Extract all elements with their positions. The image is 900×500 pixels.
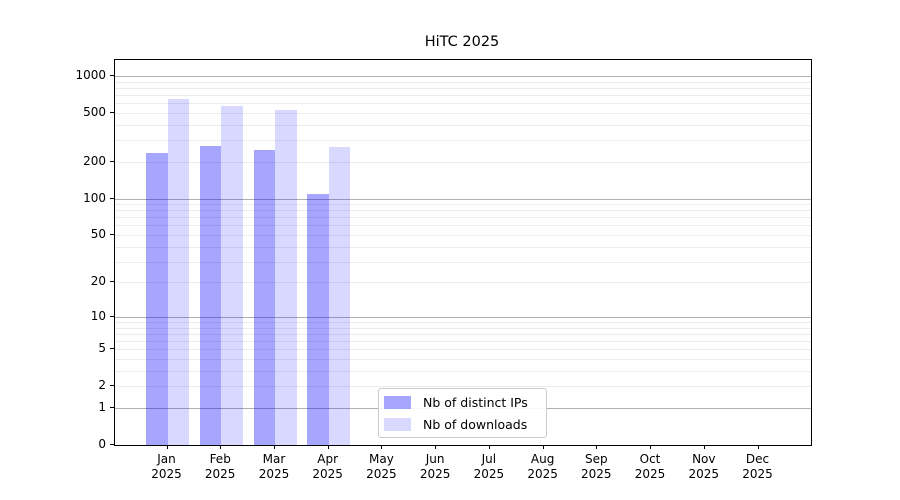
y-tick-mark-0 (110, 444, 114, 445)
legend-swatch-distinct-ips-icon (384, 396, 411, 409)
y-tick-mark-5 (110, 348, 114, 350)
legend-item-downloads: Nb of downloads (384, 417, 538, 432)
gridline-minor-20 (115, 282, 811, 284)
y-tick-mark-500 (110, 111, 114, 113)
bar-distinct-ips-mar (253, 149, 275, 445)
x-tick-mark-feb (220, 445, 222, 449)
gridline-minor-5 (115, 349, 811, 351)
bar-downloads-apr (328, 147, 351, 445)
gridline-minor-900 (115, 81, 811, 83)
legend-swatch-downloads-icon (384, 418, 411, 431)
gridline-minor-700 (115, 95, 811, 96)
y-tick-mark-1000 (110, 74, 114, 76)
x-tick-label-oct: Oct 2025 (634, 452, 666, 481)
x-tick-label-aug: Aug 2025 (527, 452, 558, 481)
gridline-minor-6 (115, 341, 811, 343)
gridline-minor-500 (115, 112, 811, 114)
bar-distinct-ips-feb (199, 146, 222, 445)
gridline-minor-600 (115, 103, 811, 105)
gridline-minor-90 (115, 204, 811, 205)
gridline-minor-9 (115, 322, 811, 323)
x-tick-mark-jul (488, 445, 490, 449)
gridline-minor-50 (115, 235, 811, 236)
gridline-minor-30 (115, 261, 811, 263)
x-tick-mark-jan (166, 445, 168, 449)
gridline-minor-800 (115, 87, 811, 89)
x-tick-label-jun: Jun 2025 (419, 452, 451, 481)
y-tick-mark-50 (110, 234, 114, 235)
x-tick-mark-jun (435, 445, 437, 449)
gridline-minor-7 (115, 333, 811, 335)
x-tick-mark-mar (274, 445, 275, 449)
x-tick-mark-aug (542, 445, 544, 449)
gridline-minor-200 (115, 161, 811, 163)
gridline-minor-80 (115, 210, 811, 212)
bar-downloads-jan (167, 99, 189, 445)
y-tick-label-10: 10 (90, 308, 106, 323)
gridline-major-10 (115, 316, 811, 318)
gridline-minor-8 (115, 327, 811, 329)
y-tick-label-1000: 1000 (75, 67, 106, 82)
x-tick-mark-nov (703, 445, 705, 449)
x-tick-label-dec: Dec 2025 (742, 452, 773, 481)
gridline-minor-2 (115, 386, 811, 388)
y-tick-label-200: 200 (83, 153, 106, 168)
x-tick-label-jul: Jul 2025 (473, 452, 505, 481)
bar-downloads-mar (275, 110, 297, 445)
y-tick-label-50: 50 (90, 227, 106, 241)
x-tick-label-nov: Nov 2025 (688, 452, 720, 481)
gridline-minor-70 (115, 217, 811, 219)
x-tick-mark-may (381, 445, 383, 449)
y-tick-mark-2 (110, 385, 114, 387)
legend-label-downloads: Nb of downloads (423, 417, 528, 432)
x-tick-mark-oct (650, 445, 651, 449)
y-tick-mark-100 (110, 197, 114, 199)
x-tick-label-sep: Sep 2025 (581, 452, 612, 481)
gridline-minor-4 (115, 359, 811, 360)
bar-distinct-ips-jan (146, 153, 168, 445)
legend-item-distinct-ips: Nb of distinct IPs (384, 395, 538, 410)
y-tick-label-20: 20 (90, 274, 106, 289)
gridline-major-100 (115, 198, 811, 200)
y-tick-label-500: 500 (83, 104, 106, 119)
x-tick-label-apr: Apr 2025 (312, 452, 343, 481)
x-tick-label-mar: Mar 2025 (258, 452, 290, 481)
x-tick-label-may: May 2025 (366, 452, 397, 481)
gridline-minor-60 (115, 225, 811, 227)
x-tick-mark-dec (757, 445, 759, 449)
x-tick-label-jan: Jan 2025 (151, 452, 182, 481)
chart-title: HiTC 2025 (424, 34, 500, 50)
legend-label-distinct-ips: Nb of distinct IPs (423, 395, 528, 410)
y-tick-mark-200 (110, 160, 114, 162)
y-tick-label-100: 100 (83, 190, 106, 205)
gridline-minor-300 (115, 140, 811, 142)
x-tick-mark-apr (327, 445, 329, 449)
x-tick-label-feb: Feb 2025 (204, 452, 236, 481)
bar-distinct-ips-apr (307, 194, 329, 445)
y-tick-mark-1 (110, 407, 114, 408)
y-tick-label-1: 1 (98, 400, 106, 414)
y-tick-mark-20 (110, 281, 114, 283)
gridline-major-1000 (115, 75, 811, 77)
gridline-minor-3 (115, 370, 811, 372)
y-tick-label-0: 0 (98, 437, 106, 451)
gridline-minor-400 (115, 124, 811, 126)
bar-downloads-feb (221, 105, 243, 445)
y-tick-mark-10 (110, 315, 114, 317)
x-tick-mark-sep (596, 445, 598, 449)
y-tick-label-5: 5 (98, 341, 106, 356)
y-tick-label-2: 2 (98, 378, 106, 393)
gridline-minor-40 (115, 246, 811, 248)
legend: Nb of distinct IPs Nb of downloads (378, 388, 547, 438)
